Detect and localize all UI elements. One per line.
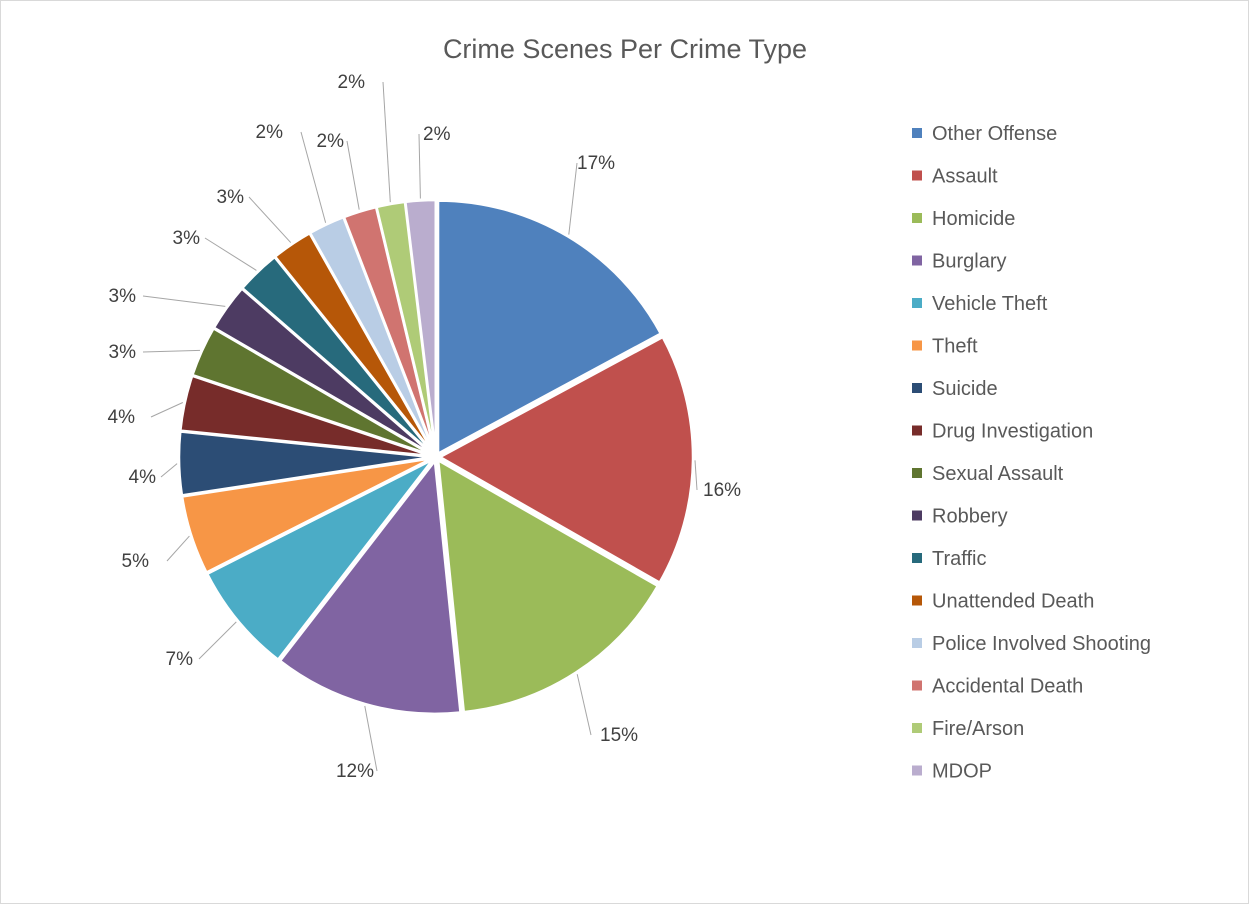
pie-slice-other-offense [436,199,663,455]
data-label-robbery: 3% [109,286,137,307]
data-label-vehicle-theft: 7% [166,649,194,670]
legend-label-burglary: Burglary [932,251,1006,273]
data-label-homicide: 15% [600,725,638,746]
legend-label-unattended-death: Unattended Death [932,591,1094,613]
pie-slice-burglary [278,459,462,716]
legend-label-sexual-assault: Sexual Assault [932,463,1064,485]
leader-line-traffic [204,237,257,271]
leader-lines [142,81,698,772]
legend-swatch-other-offense [912,128,922,138]
legend-label-vehicle-theft: Vehicle Theft [932,293,1048,315]
leader-line-robbery [142,295,226,307]
legend-swatch-homicide [912,213,922,223]
legend-swatch-fire-arson [912,723,922,733]
legend-swatch-mdop [912,765,922,776]
leader-line-theft [166,535,190,562]
data-label-sexual-assault: 3% [109,342,137,363]
leader-line-unattended-death [248,196,292,243]
leader-line-vehicle-theft [198,621,237,660]
legend-label-homicide: Homicide [932,208,1015,230]
legend-swatch-accidental-death [912,680,922,691]
leader-line-police-involved-shooting [300,131,327,223]
data-label-suicide: 4% [129,467,157,488]
data-label-traffic: 3% [173,228,201,249]
leader-line-mdop [418,133,421,199]
leader-line-other-offense [568,162,578,235]
chart-title: Crime Scenes Per Crime Type [443,34,807,64]
legend-swatch-sexual-assault [912,468,922,478]
legend-swatch-vehicle-theft [912,298,922,308]
legend-label-theft: Theft [932,336,978,358]
data-label-fire-arson: 2% [338,72,366,93]
pie-slices [177,198,695,716]
legend-swatch-theft [912,340,922,351]
legend: Other Offense Assault Homicide Burglary Vehi… [912,123,1151,783]
data-label-mdop: 2% [423,124,451,145]
legend-swatch-traffic [912,553,922,563]
data-label-accidental-death: 2% [317,131,345,152]
legend-swatch-suicide [912,383,922,393]
data-label-burglary: 12% [336,761,374,782]
data-label-assault: 16% [703,480,741,501]
leader-line-assault [694,460,698,491]
legend-label-robbery: Robbery [932,506,1008,528]
data-label-other-offense: 17% [577,153,615,174]
legend-swatch-burglary [912,255,922,266]
leader-line-fire-arson [382,81,391,203]
leader-line-burglary [364,705,378,772]
leader-line-suicide [160,463,178,478]
legend-swatch-assault [912,170,922,181]
leader-line-homicide [576,674,592,736]
legend-swatch-drug-investigation [912,425,922,436]
legend-label-accidental-death: Accidental Death [932,676,1083,698]
legend-swatch-police-involved-shooting [912,638,922,648]
legend-label-mdop: MDOP [932,761,992,783]
legend-swatch-unattended-death [912,595,922,606]
data-label-unattended-death: 3% [217,187,245,208]
data-label-theft: 5% [122,551,150,572]
legend-label-assault: Assault [932,166,998,188]
legend-label-traffic: Traffic [932,548,986,570]
leader-line-accidental-death [346,140,360,210]
legend-label-other-offense: Other Offense [932,123,1057,145]
leader-line-drug-investigation [150,402,184,418]
legend-swatch-robbery [912,510,922,521]
legend-label-suicide: Suicide [932,378,998,400]
legend-label-drug-investigation: Drug Investigation [932,421,1093,443]
pie-slice-homicide [436,459,660,714]
pie-slice-vehicle-theft [205,458,435,661]
data-labels: 17% 16% 15% 12% 7% 5% 4% 4% 3% 3% 3% 3% 2% 2% 2% 2% [108,72,742,782]
legend-label-police-involved-shooting: Police Involved Shooting [932,633,1151,655]
data-label-drug-investigation: 4% [108,407,136,428]
data-label-police-involved-shooting: 2% [256,122,284,143]
legend-label-fire-arson: Fire/Arson [932,718,1024,740]
leader-line-sexual-assault [142,349,201,353]
pie-slice-mdop [404,198,438,455]
pie-slice-assault [438,335,695,584]
